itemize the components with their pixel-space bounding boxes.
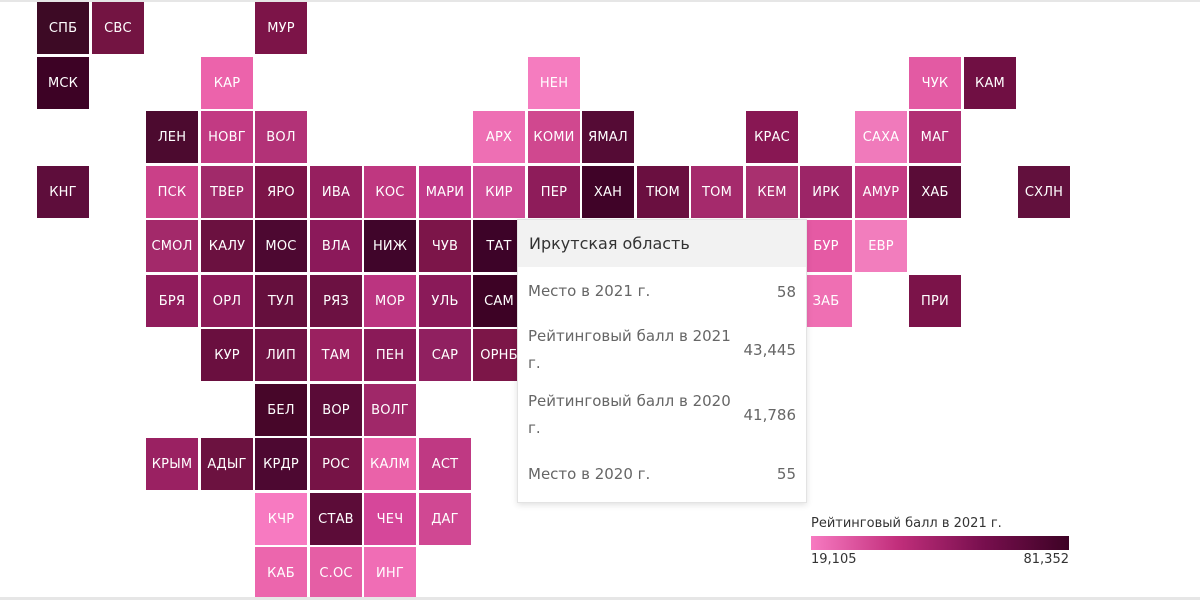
region-tile-МАГ[interactable]: МАГ — [909, 111, 961, 163]
tooltip-row-score-2020: Рейтинговый балл в 2020 г. 41,786 — [518, 384, 806, 446]
region-tile-ЛИП[interactable]: ЛИП — [255, 329, 307, 381]
region-tile-КРАС[interactable]: КРАС — [746, 111, 798, 163]
region-tile-УЛЬ[interactable]: УЛЬ — [419, 275, 471, 327]
legend-title: Рейтинговый балл в 2021 г. — [811, 516, 1002, 531]
region-tile-БЕЛ[interactable]: БЕЛ — [255, 384, 307, 436]
tooltip-row-rank-2020: Место в 2020 г. 55 — [518, 446, 806, 502]
region-tile-РЯЗ[interactable]: РЯЗ — [310, 275, 362, 327]
region-tile-СТАВ[interactable]: СТАВ — [310, 493, 362, 545]
region-tile-САХА[interactable]: САХА — [855, 111, 907, 163]
region-tile-КОС[interactable]: КОС — [364, 166, 416, 218]
region-tile-ПЕР[interactable]: ПЕР — [528, 166, 580, 218]
region-tile-РОС[interactable]: РОС — [310, 438, 362, 490]
region-tile-ВЛА[interactable]: ВЛА — [310, 220, 362, 272]
region-tile-ЯРО[interactable]: ЯРО — [255, 166, 307, 218]
tooltip-label: Место в 2021 г. — [528, 282, 651, 300]
tooltip-row-rank-2021: Место в 2021 г. 58 — [518, 267, 806, 316]
region-tile-КНГ[interactable]: КНГ — [37, 166, 89, 218]
region-tile-БУР[interactable]: БУР — [800, 220, 852, 272]
region-tile-ИНГ[interactable]: ИНГ — [364, 547, 416, 599]
region-tile-КЕМ[interactable]: КЕМ — [746, 166, 798, 218]
tooltip-value: 41,786 — [743, 406, 797, 424]
tooltip-value: 58 — [776, 282, 796, 301]
region-tile-КАМ[interactable]: КАМ — [964, 57, 1016, 109]
region-tile-МОР[interactable]: МОР — [364, 275, 416, 327]
region-tile-ИВА[interactable]: ИВА — [310, 166, 362, 218]
region-tile-ВОЛГ[interactable]: ВОЛГ — [364, 384, 416, 436]
region-tile-САР[interactable]: САР — [419, 329, 471, 381]
legend-min-label: 19,105 — [811, 552, 857, 567]
region-tile-ЧУК[interactable]: ЧУК — [909, 57, 961, 109]
region-tile-МУР[interactable]: МУР — [255, 2, 307, 54]
region-tile-ЧУВ[interactable]: ЧУВ — [419, 220, 471, 272]
region-tile-БРЯ[interactable]: БРЯ — [146, 275, 198, 327]
region-tile-ТЮМ[interactable]: ТЮМ — [637, 166, 689, 218]
region-tile-МСК[interactable]: МСК — [37, 57, 89, 109]
region-tile-ИРК[interactable]: ИРК — [798, 164, 854, 220]
bottom-divider — [0, 597, 1200, 600]
region-tile-ПЕН[interactable]: ПЕН — [364, 329, 416, 381]
tooltip-row-score-2021: Рейтинговый балл в 2021 г. 43,445 — [518, 316, 806, 384]
region-tile-КОМИ[interactable]: КОМИ — [528, 111, 580, 163]
region-tile-АРХ[interactable]: АРХ — [473, 111, 525, 163]
region-tile-НЕН[interactable]: НЕН — [528, 57, 580, 109]
region-tile-САМ[interactable]: САМ — [473, 275, 525, 327]
region-tile-ХАН[interactable]: ХАН — [582, 166, 634, 218]
region-tile-ЯМАЛ[interactable]: ЯМАЛ — [582, 111, 634, 163]
region-tile-ТАМ[interactable]: ТАМ — [310, 329, 362, 381]
region-tile-ТАТ[interactable]: ТАТ — [473, 220, 525, 272]
region-tile-СХЛН[interactable]: СХЛН — [1018, 166, 1070, 218]
region-tile-ПСК[interactable]: ПСК — [146, 166, 198, 218]
region-tile-С.ОС[interactable]: С.ОС — [310, 547, 362, 599]
legend-max-label: 81,352 — [1023, 552, 1070, 567]
region-tile-НОВГ[interactable]: НОВГ — [201, 111, 253, 163]
tooltip-label: Рейтинговый балл в 2021 г. — [528, 327, 731, 372]
region-tile-НИЖ[interactable]: НИЖ — [364, 220, 416, 272]
region-tile-ЧЕЧ[interactable]: ЧЕЧ — [364, 493, 416, 545]
region-tile-МОС[interactable]: МОС — [255, 220, 307, 272]
legend-labels: 19,105 81,352 — [811, 552, 1069, 567]
region-tile-КРДР[interactable]: КРДР — [255, 438, 307, 490]
region-tile-ОРЛ[interactable]: ОРЛ — [201, 275, 253, 327]
region-tile-АСТ[interactable]: АСТ — [419, 438, 471, 490]
tooltip-value: 55 — [776, 465, 796, 483]
region-tile-ТВЕР[interactable]: ТВЕР — [201, 166, 253, 218]
tooltip-label: Место в 2020 г. — [528, 464, 651, 483]
tooltip-region-name: Иркутская область — [518, 220, 806, 267]
region-tile-ТУЛ[interactable]: ТУЛ — [255, 275, 307, 327]
region-tile-КАЛУ[interactable]: КАЛУ — [201, 220, 253, 272]
region-tile-АМУР[interactable]: АМУР — [855, 166, 907, 218]
region-tile-ДАГ[interactable]: ДАГ — [419, 493, 471, 545]
region-tile-ОРНБ[interactable]: ОРНБ — [473, 329, 525, 381]
region-tile-ЗАБ[interactable]: ЗАБ — [800, 275, 852, 327]
region-tooltip: Иркутская область Место в 2021 г. 58 Рей… — [517, 219, 807, 503]
region-tile-ЛЕН[interactable]: ЛЕН — [146, 111, 198, 163]
region-tile-КИР[interactable]: КИР — [473, 166, 525, 218]
region-tile-КАБ[interactable]: КАБ — [255, 547, 307, 599]
region-tile-ХАБ[interactable]: ХАБ — [909, 166, 961, 218]
region-tile-СВС[interactable]: СВС — [92, 2, 144, 54]
region-tile-КАР[interactable]: КАР — [201, 57, 253, 109]
legend-gradient-bar — [811, 536, 1069, 550]
region-tile-КЧР[interactable]: КЧР — [255, 493, 307, 545]
region-tile-ВОР[interactable]: ВОР — [310, 384, 362, 436]
region-tile-ВОЛ[interactable]: ВОЛ — [255, 111, 307, 163]
region-tile-ПРИ[interactable]: ПРИ — [909, 275, 961, 327]
region-tile-АДЫГ[interactable]: АДЫГ — [201, 438, 253, 490]
region-tile-ЕВР[interactable]: ЕВР — [855, 220, 907, 272]
top-divider — [0, 0, 1200, 2]
tooltip-label: Рейтинговый балл в 2020 г. — [528, 392, 731, 437]
region-tile-МАРИ[interactable]: МАРИ — [419, 166, 471, 218]
region-tile-КУР[interactable]: КУР — [201, 329, 253, 381]
region-tile-ТОМ[interactable]: ТОМ — [691, 166, 743, 218]
region-tile-СМОЛ[interactable]: СМОЛ — [146, 220, 198, 272]
region-tile-КАЛМ[interactable]: КАЛМ — [364, 438, 416, 490]
tooltip-value: 43,445 — [743, 341, 797, 359]
color-legend: Рейтинговый балл в 2021 г. 19,105 81,352 — [811, 516, 1071, 567]
region-tile-КРЫМ[interactable]: КРЫМ — [146, 438, 198, 490]
region-tile-СПБ[interactable]: СПБ — [37, 2, 89, 54]
